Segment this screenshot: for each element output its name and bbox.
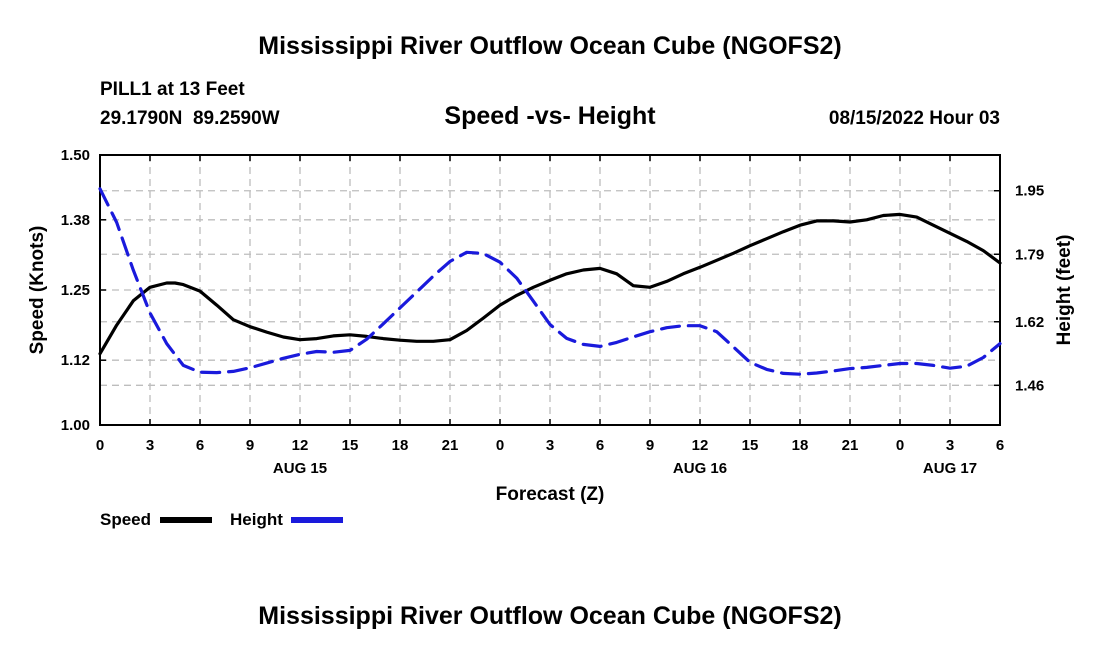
x-tick-label: 15 — [342, 437, 359, 454]
legend: Speed Height — [100, 510, 343, 529]
x-tick-label: 9 — [646, 437, 654, 454]
grid-lines — [100, 155, 1000, 425]
y-right-tick-label: 1.62 — [1015, 314, 1044, 331]
series-lines — [98, 187, 1002, 376]
y-right-tick-label: 1.79 — [1015, 246, 1044, 263]
page-title-top: Mississippi River Outflow Ocean Cube (NG… — [258, 32, 841, 60]
x-tick-label: 18 — [792, 437, 809, 454]
x-tick-label: 0 — [896, 437, 904, 454]
x-date-label: AUG 17 — [923, 460, 977, 477]
legend-label-height: Height — [230, 510, 283, 529]
y-right-tick-label: 1.95 — [1015, 183, 1044, 200]
chart-title: Speed -vs- Height — [444, 102, 656, 130]
series-line-speed — [98, 212, 1002, 356]
x-tick-label: 0 — [96, 437, 104, 454]
y-left-tick-label: 1.25 — [61, 282, 90, 299]
y-left-tick-label: 1.38 — [61, 212, 90, 229]
x-tick-label: 3 — [546, 437, 554, 454]
x-tick-label: 6 — [196, 437, 204, 454]
x-date-label: AUG 15 — [273, 460, 327, 477]
x-tick-label: 0 — [496, 437, 504, 454]
x-axis-label: Forecast (Z) — [496, 484, 605, 505]
plot-frame — [99, 154, 1001, 426]
x-tick-label: 3 — [946, 437, 954, 454]
x-tick-label: 21 — [842, 437, 859, 454]
legend-label-speed: Speed — [100, 510, 151, 529]
y-right-tick-label: 1.46 — [1015, 377, 1044, 394]
x-tick-label: 15 — [742, 437, 759, 454]
y-left-tick-label: 1.00 — [61, 417, 90, 434]
chart-date-label: 08/15/2022 Hour 03 — [829, 108, 1000, 129]
x-tick-label: 6 — [596, 437, 604, 454]
x-tick-label: 6 — [996, 437, 1004, 454]
station-name: PILL1 at 13 Feet — [100, 79, 245, 100]
x-tick-label: 3 — [146, 437, 154, 454]
y-left-tick-label: 1.50 — [61, 147, 90, 164]
page-title-bottom: Mississippi River Outflow Ocean Cube (NG… — [258, 602, 841, 630]
x-tick-label: 21 — [442, 437, 459, 454]
x-tick-label: 12 — [292, 437, 309, 454]
x-date-label: AUG 16 — [673, 460, 727, 477]
x-tick-label: 12 — [692, 437, 709, 454]
y-axis-right-label: Height (feet) — [1054, 235, 1075, 346]
station-coords: 29.1790N 89.2590W — [100, 108, 280, 129]
x-tick-label: 9 — [246, 437, 254, 454]
y-axis-left-label: Speed (Knots) — [27, 226, 48, 355]
y-left-tick-label: 1.12 — [61, 352, 90, 369]
series-line-height — [98, 187, 1002, 376]
x-tick-label: 18 — [392, 437, 409, 454]
axes: 0 3 6 9 12 15 18 21 0 3 6 9 12 15 18 21 0 3 6 AUG 15 AUG 16 A… — [61, 147, 1044, 477]
